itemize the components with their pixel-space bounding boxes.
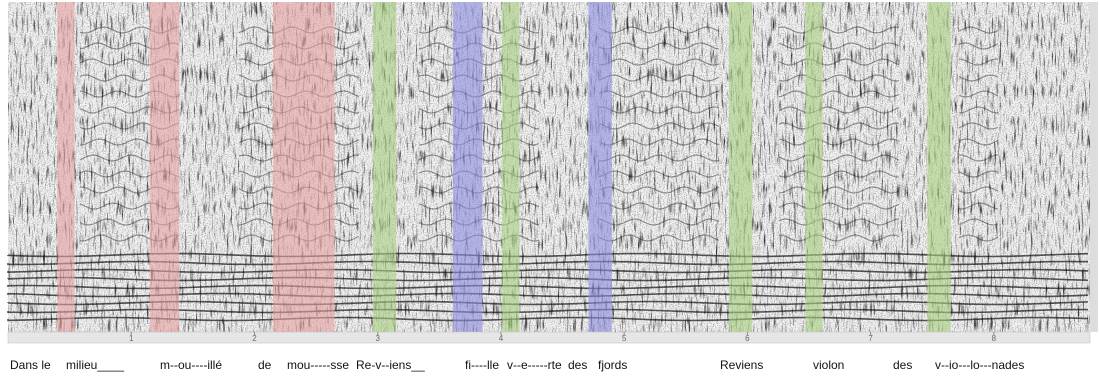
highlight-band	[272, 2, 335, 332]
highlight-bands	[57, 2, 951, 332]
lyric-word: fjords	[598, 358, 627, 372]
freq-axis	[1090, 2, 1098, 332]
time-ticks: 1 2 3 4 5 6 7 8	[129, 332, 997, 343]
lyric-word: mou-----sse	[287, 358, 349, 372]
tick-label: 3	[375, 334, 380, 343]
lyric-word: fi----lle	[465, 358, 499, 372]
highlight-band	[149, 2, 180, 332]
lyric-word: Dans le	[10, 358, 51, 372]
highlight-band	[588, 2, 612, 332]
lyrics: Dans le milieu____ m--ou----illé de mou-----…	[10, 358, 1024, 372]
lyric-word: milieu____	[66, 358, 124, 372]
lyric-word: Reviens	[720, 358, 763, 372]
lyric-word: de	[258, 358, 272, 372]
lyric-word: v--e-----rte	[507, 358, 562, 372]
lyric-word: des	[568, 358, 587, 372]
lyric-word: violon	[813, 358, 844, 372]
lyric-word: v--io---lo---nades	[935, 358, 1024, 372]
lyric-word: des	[893, 358, 912, 372]
tick-label: 2	[252, 334, 257, 343]
tick-label: 4	[499, 334, 504, 343]
lyric-word: Re-v--iens__	[356, 358, 425, 372]
tick-label: 1	[129, 334, 134, 343]
tick-label: 7	[868, 334, 873, 343]
highlight-band	[452, 2, 483, 332]
highlight-band	[728, 2, 753, 332]
highlight-band	[927, 2, 951, 332]
time-axis-bar	[7, 331, 1091, 344]
tick-label: 5	[622, 334, 627, 343]
lyric-word: m--ou----illé	[160, 358, 222, 372]
highlight-band	[372, 2, 397, 332]
highlight-band	[502, 2, 520, 332]
tick-label: 6	[745, 334, 750, 343]
tick-label: 8	[992, 334, 997, 343]
highlight-band	[57, 2, 75, 332]
highlight-band	[805, 2, 823, 332]
